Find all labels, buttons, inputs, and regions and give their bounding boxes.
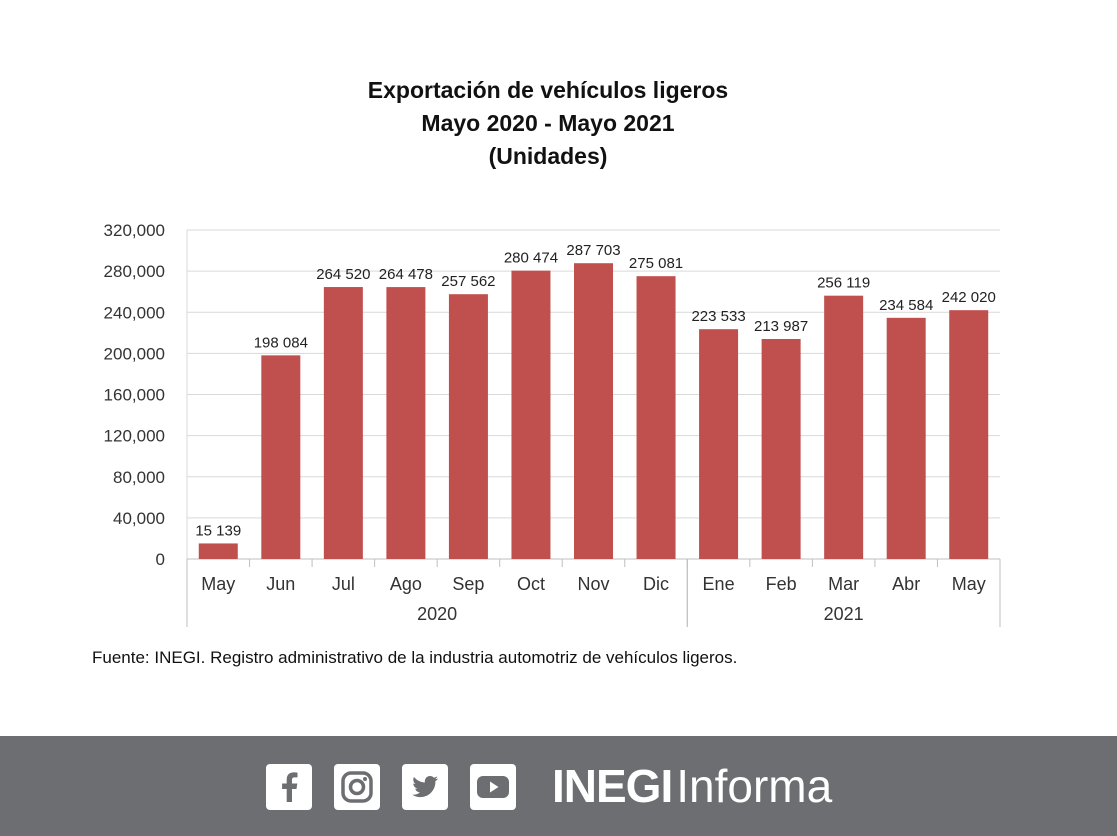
x-tick-label: May: [201, 574, 235, 594]
y-tick-label: 0: [156, 550, 165, 569]
data-label: 256 119: [817, 275, 870, 292]
x-tick-label: Dic: [643, 574, 669, 594]
data-label: 275 081: [629, 255, 683, 272]
bar: [574, 263, 613, 559]
chart-title-line-1: Exportación de vehículos ligeros: [367, 77, 729, 103]
bar: [261, 355, 301, 559]
bar: [949, 310, 989, 559]
bar-chart: 0 40,000 80,000 120,000 160,000 200,000 240,00…: [104, 221, 1001, 627]
x-tick-label: Jul: [332, 574, 355, 594]
x-tick-label: Abr: [892, 574, 920, 594]
bar: [198, 543, 238, 559]
data-label: 213 987: [754, 318, 808, 335]
y-tick-label: 280,000: [104, 262, 165, 281]
y-tick-label: 40,000: [113, 509, 165, 528]
data-label: 264 478: [379, 266, 433, 283]
y-tick-label: 80,000: [113, 468, 165, 487]
x-tick-label: Jun: [266, 574, 295, 594]
x-tick-label: May: [952, 574, 986, 594]
twitter-icon[interactable]: [402, 764, 448, 810]
chart-title-line-2: Mayo 2020 - Mayo 2021: [421, 110, 675, 136]
brand-light-text: Informa: [676, 760, 833, 812]
y-tick-label: 200,000: [104, 344, 165, 363]
bar: [886, 317, 926, 559]
data-label: 198 084: [254, 334, 308, 351]
data-label: 264 520: [316, 266, 370, 283]
y-tick-label: 160,000: [104, 386, 165, 405]
bar: [699, 329, 739, 559]
data-label: 280 474: [504, 250, 558, 267]
data-label: 287 703: [566, 242, 620, 259]
y-tick-label: 240,000: [104, 303, 165, 322]
x-tick-label: Ene: [703, 574, 735, 594]
bar: [448, 294, 488, 559]
data-label: 223 533: [691, 308, 745, 325]
chart-title: Exportación de vehículos ligeros Mayo 20…: [0, 74, 1096, 173]
source-note: Fuente: INEGI. Registro administrativo d…: [92, 648, 738, 667]
x-tick-label: Nov: [577, 574, 609, 594]
data-label: 15 139: [195, 522, 241, 539]
footer-bar: INEGIInforma: [0, 736, 1117, 836]
x-tick-label: Sep: [452, 574, 484, 594]
youtube-icon[interactable]: [470, 764, 516, 810]
inegi-informa-logo: INEGIInforma: [552, 758, 832, 814]
data-label: 257 562: [441, 273, 495, 290]
year-group-label: 2021: [824, 604, 864, 624]
data-label: 242 020: [942, 289, 996, 306]
bar: [824, 295, 864, 559]
bar: [323, 287, 363, 559]
bar: [511, 270, 551, 559]
brand-strong-text: INEGI: [552, 760, 673, 812]
data-label: 234 584: [879, 297, 933, 314]
x-tick-label: Feb: [766, 574, 797, 594]
instagram-icon[interactable]: [334, 764, 380, 810]
x-tick-label: Ago: [390, 574, 422, 594]
y-tick-label: 120,000: [104, 427, 165, 446]
year-group-label: 2020: [417, 604, 457, 624]
bar: [636, 276, 676, 559]
x-tick-label: Oct: [517, 574, 545, 594]
chart-title-line-3: (Unidades): [488, 143, 608, 169]
x-tick-label: Mar: [828, 574, 859, 594]
bar: [386, 287, 426, 559]
bar: [761, 338, 801, 559]
facebook-icon[interactable]: [266, 764, 312, 810]
y-tick-label: 320,000: [104, 221, 165, 240]
